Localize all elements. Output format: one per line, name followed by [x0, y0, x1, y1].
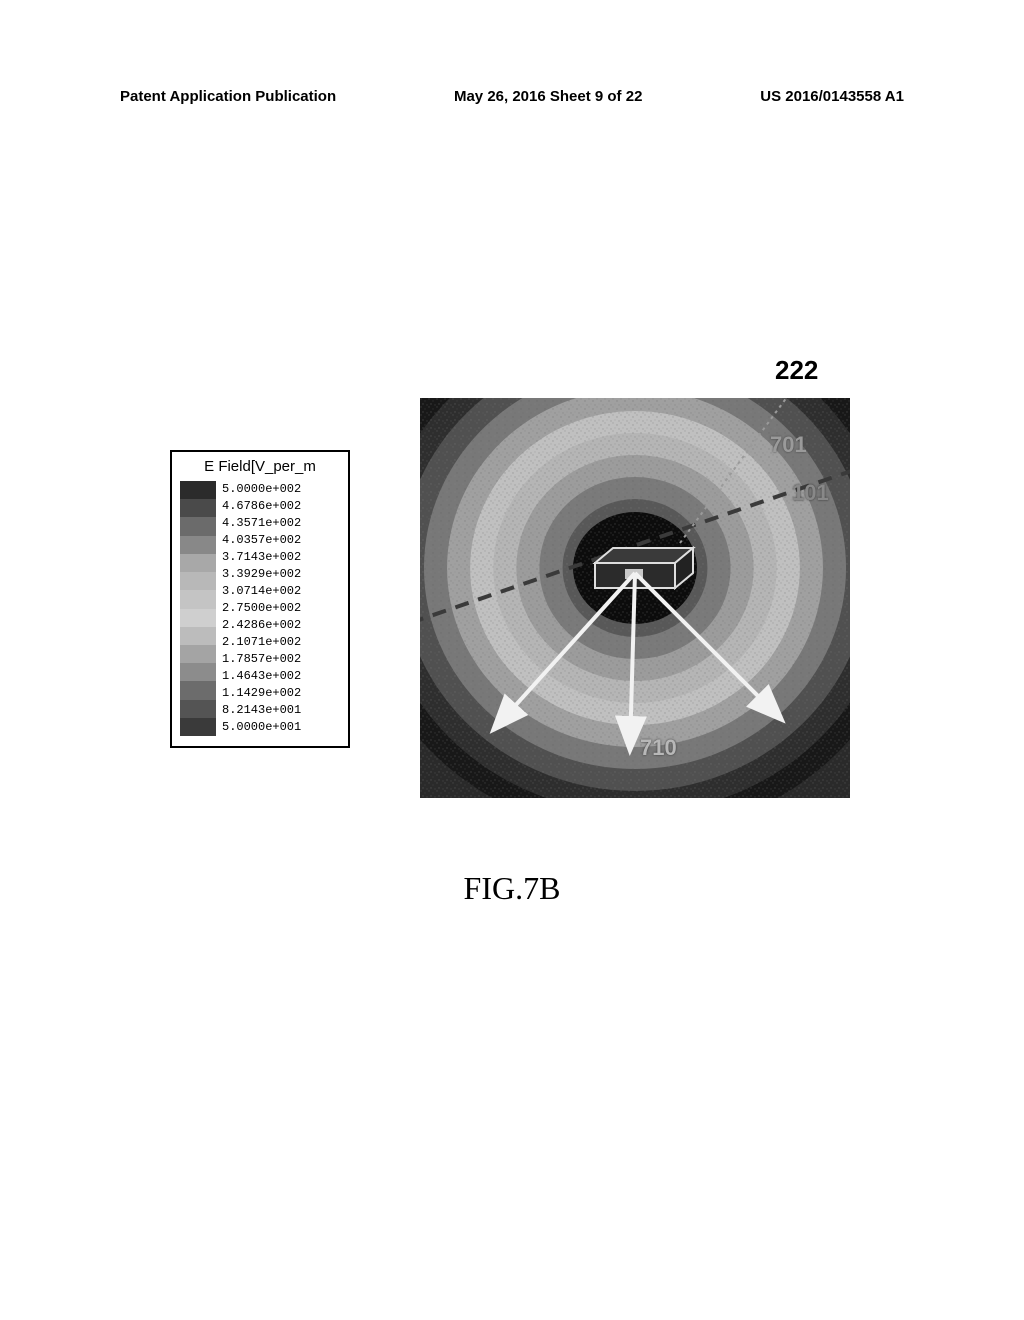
legend-value: 8.2143e+001: [222, 702, 301, 719]
legend-swatch: [180, 572, 216, 590]
legend-value: 5.0000e+001: [222, 719, 301, 736]
legend-title: E Field[V_per_m: [180, 458, 340, 475]
figure-caption: FIG.7B: [0, 870, 1024, 907]
legend-value: 4.6786e+002: [222, 498, 301, 515]
callout-101: 101: [792, 480, 829, 506]
header-right: US 2016/0143558 A1: [760, 88, 904, 105]
callout-222: 222: [775, 355, 818, 386]
legend-swatch: [180, 645, 216, 663]
legend-value: 3.3929e+002: [222, 566, 301, 583]
header-center: May 26, 2016 Sheet 9 of 22: [454, 88, 642, 105]
legend-swatch: [180, 663, 216, 681]
legend-value: 3.7143e+002: [222, 549, 301, 566]
legend-value: 3.0714e+002: [222, 583, 301, 600]
legend-swatch: [180, 536, 216, 554]
legend-labels: 5.0000e+0024.6786e+0024.3571e+0024.0357e…: [222, 481, 301, 736]
legend-value: 4.0357e+002: [222, 532, 301, 549]
legend-swatch: [180, 627, 216, 645]
legend-swatch: [180, 718, 216, 736]
legend-swatch: [180, 499, 216, 517]
simulation-svg: [420, 398, 850, 798]
legend-value: 4.3571e+002: [222, 515, 301, 532]
legend-swatch: [180, 554, 216, 572]
legend-value: 5.0000e+002: [222, 481, 301, 498]
page-header: Patent Application Publication May 26, 2…: [0, 88, 1024, 105]
legend-value: 2.1071e+002: [222, 634, 301, 651]
legend-swatch: [180, 517, 216, 535]
legend-swatch: [180, 481, 216, 499]
legend-swatch: [180, 700, 216, 718]
legend-value: 1.7857e+002: [222, 651, 301, 668]
legend-swatch: [180, 590, 216, 608]
callout-701: 701: [770, 432, 807, 458]
header-left: Patent Application Publication: [120, 88, 336, 105]
legend-value: 1.4643e+002: [222, 668, 301, 685]
legend-value: 2.4286e+002: [222, 617, 301, 634]
legend-box: E Field[V_per_m 5.0000e+0024.6786e+0024.…: [170, 450, 350, 748]
legend-colorbar: [180, 481, 216, 736]
legend-value: 1.1429e+002: [222, 685, 301, 702]
callout-710: 710: [640, 735, 677, 761]
legend-swatch: [180, 681, 216, 699]
legend-body: 5.0000e+0024.6786e+0024.3571e+0024.0357e…: [180, 481, 340, 736]
legend-swatch: [180, 609, 216, 627]
simulation-plot: [420, 398, 850, 798]
legend-value: 2.7500e+002: [222, 600, 301, 617]
